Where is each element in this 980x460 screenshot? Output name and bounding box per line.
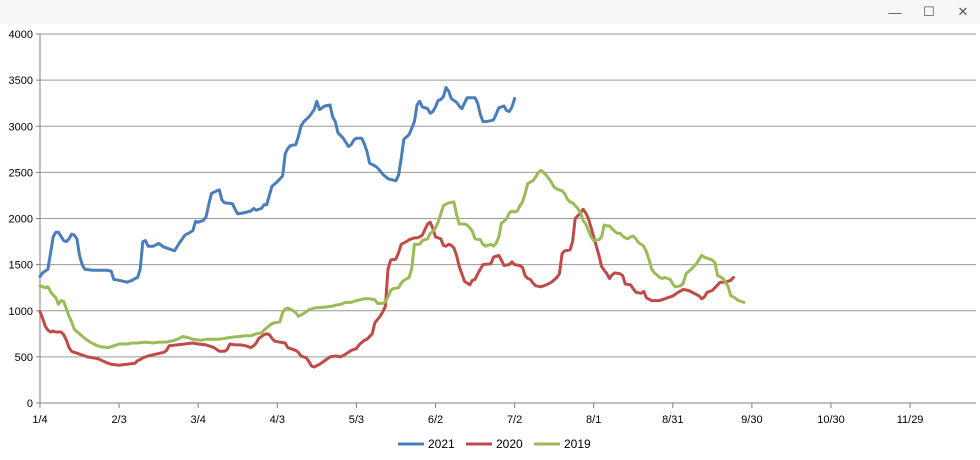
legend-label-2020: 2020 — [496, 437, 523, 451]
y-tick-label: 3500 — [9, 75, 33, 87]
chart-grid — [40, 33, 976, 358]
x-tick-label: 10/30 — [817, 414, 845, 426]
close-icon[interactable]: ✕ — [957, 4, 969, 19]
x-tick-label: 4/3 — [270, 414, 285, 426]
y-tick-label: 2000 — [9, 214, 33, 226]
x-tick-label: 8/1 — [586, 414, 601, 426]
y-tick-label: 1500 — [9, 260, 33, 272]
line-chart: 0 500 1000 1500 2000 2500 3000 3500 4000 1/4 2/3 3… — [9, 29, 976, 451]
x-tick-label: 11/29 — [897, 414, 924, 426]
y-tick-label: 2500 — [9, 167, 33, 179]
y-tick-label: 3000 — [9, 121, 33, 133]
minimize-icon[interactable]: — — [888, 4, 902, 20]
x-axis: 1/4 2/3 3/4 4/3 5/3 6/2 7/2 8/1 8/31 9/30 10/30 11/… — [32, 402, 976, 426]
legend-label-2021: 2021 — [428, 437, 455, 451]
y-tick-label: 4000 — [9, 29, 33, 41]
x-tick-label: 9/30 — [741, 414, 762, 426]
window-titlebar: — ☐ ✕ — [0, 0, 980, 24]
x-tick-label: 7/2 — [507, 414, 522, 426]
y-tick-label: 1000 — [9, 306, 33, 318]
y-tick-label: 0 — [27, 398, 33, 410]
y-tick-label: 500 — [15, 352, 33, 364]
x-tick-label: 2/3 — [111, 414, 126, 426]
chart-series — [38, 86, 746, 369]
x-tick-label: 3/4 — [191, 414, 206, 426]
series-line-2021 — [38, 86, 517, 284]
series-line-2019 — [38, 169, 746, 350]
y-axis: 0 500 1000 1500 2000 2500 3000 3500 4000 — [9, 29, 41, 410]
chart-legend: 2021 2020 2019 — [398, 437, 591, 451]
series-line-2020 — [38, 207, 735, 369]
legend-label-2019: 2019 — [564, 437, 591, 451]
x-tick-label: 6/2 — [428, 414, 443, 426]
x-tick-label: 8/31 — [662, 414, 683, 426]
maximize-icon[interactable]: ☐ — [923, 4, 935, 19]
x-tick-label: 5/3 — [349, 414, 364, 426]
x-tick-label: 1/4 — [32, 414, 47, 426]
